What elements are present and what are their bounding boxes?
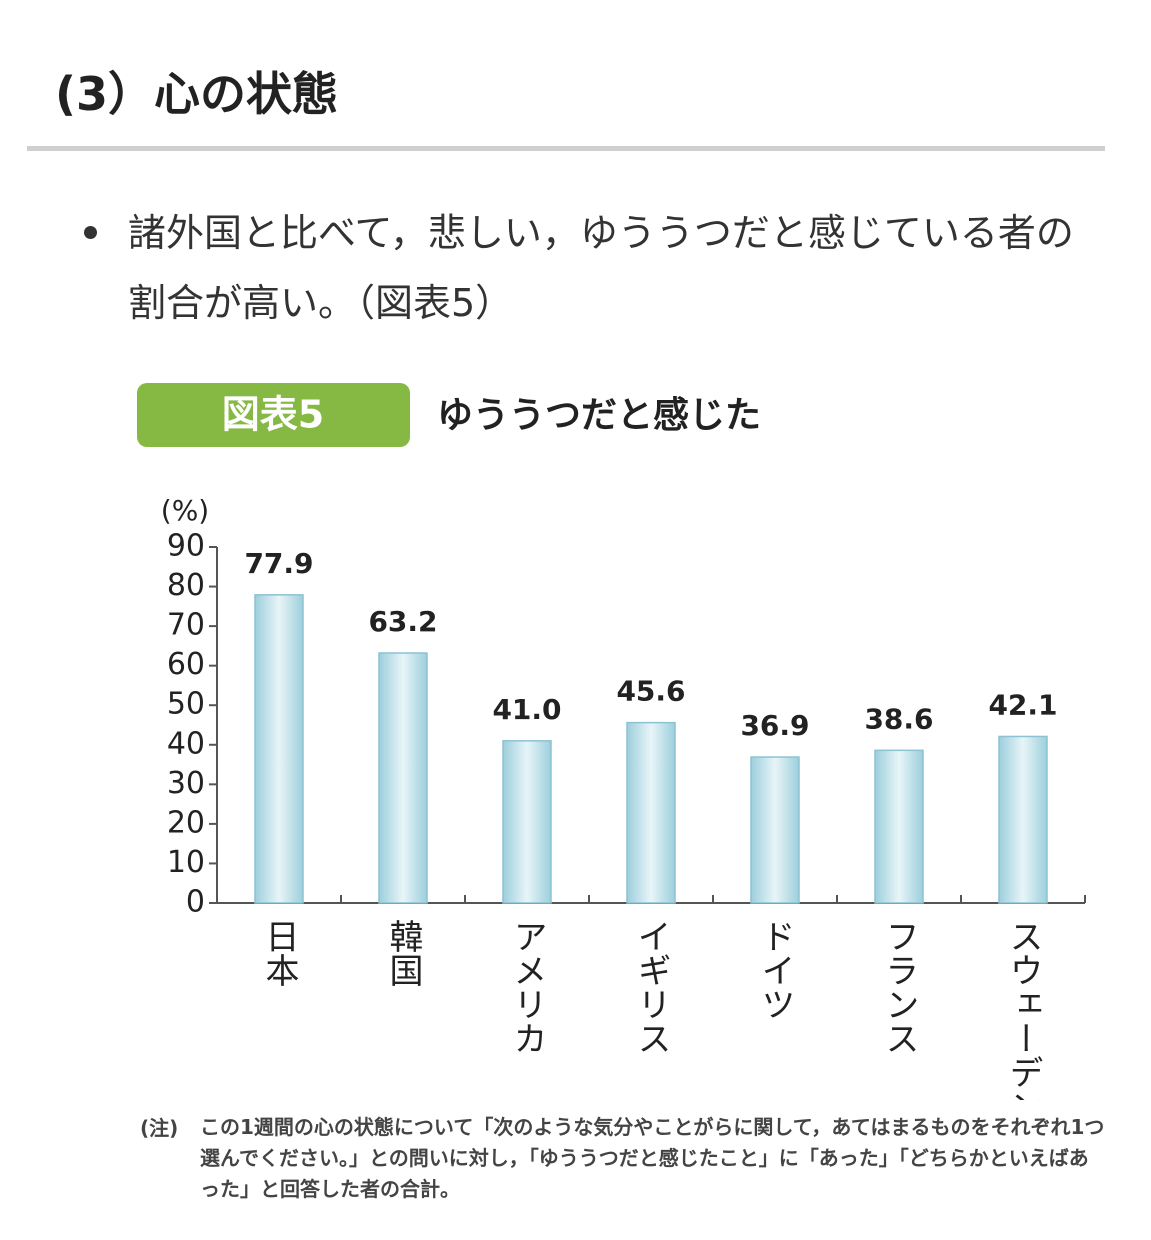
y-tick-label: 90: [167, 529, 205, 564]
value-label: 45.6: [616, 675, 685, 708]
heading: (3）心の状態: [55, 67, 339, 121]
y-tick-label: 0: [186, 885, 205, 920]
bullet-text: 諸外国と比べて，悲しい，ゆううつだと感じている者の割合が高い。（図表5）: [128, 211, 1074, 325]
value-label: 42.1: [988, 688, 1057, 721]
x-tick-label: スウェーデン: [1003, 919, 1043, 1100]
x-tick-label: アメリカ: [507, 919, 547, 1055]
x-tick-label: イギリス: [631, 919, 671, 1055]
chart: 図表5 ゆううつだと感じた (%) 0 10 20 30 40 50 60 70 80 90 日本 7…: [137, 383, 1086, 1100]
y-tick-label: 60: [167, 647, 205, 682]
chart-title: ゆううつだと感じた: [437, 395, 761, 436]
figure-label: 図表5: [222, 393, 324, 437]
bullet-dot: [84, 226, 97, 239]
x-tick-label: ドイツ: [755, 919, 795, 1021]
y-tick-label: 80: [167, 568, 205, 603]
bar: [998, 735, 1048, 904]
figure-badge: [137, 383, 410, 447]
value-label: 36.9: [740, 709, 809, 742]
y-tick-label: 50: [167, 687, 205, 722]
bar: [626, 721, 676, 904]
note-label: (注): [140, 1116, 179, 1140]
bar: [378, 652, 428, 904]
y-tick-label: 70: [167, 608, 205, 643]
value-label: 41.0: [492, 693, 561, 726]
y-tick-label: 20: [167, 805, 205, 840]
x-tick-label: 韓国: [383, 919, 423, 987]
x-tick-label: 日本: [259, 919, 299, 987]
value-label: 38.6: [864, 702, 933, 735]
bar: [750, 756, 800, 904]
y-tick-label: 40: [167, 726, 205, 761]
y-tick-label: 10: [167, 845, 205, 880]
bar: [254, 594, 304, 904]
y-axis-label: (%): [161, 494, 209, 527]
value-label: 77.9: [244, 547, 313, 580]
bar: [502, 740, 552, 904]
bar: [874, 749, 924, 904]
value-label: 63.2: [368, 605, 437, 638]
note: この1週間の心の状態について「次のような気分やことがらに関して，あてはまるものを…: [200, 1115, 1105, 1201]
divider: [27, 146, 1105, 151]
y-tick-label: 30: [167, 766, 205, 801]
x-tick-label: フランス: [879, 919, 919, 1055]
